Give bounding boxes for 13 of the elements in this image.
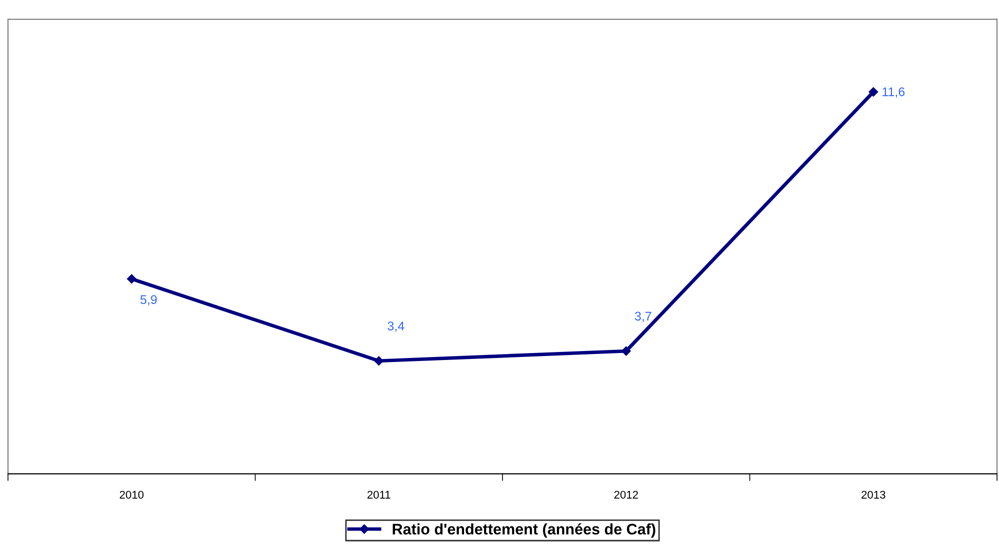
x-tick-label: 2012	[614, 490, 638, 499]
data-label: 3,4	[388, 322, 404, 332]
x-tick-label: 2011	[367, 490, 390, 499]
x-tick-label: 2010	[120, 490, 144, 499]
point	[868, 87, 878, 97]
data-label: 5,9	[140, 295, 157, 306]
data-label: 11,6	[882, 87, 905, 98]
point	[374, 356, 384, 366]
point	[126, 274, 136, 284]
legend-label: Ratio d'endettement (années de Caf)	[392, 523, 656, 538]
x-tick-label: 2013	[862, 490, 886, 499]
data-label: 3,7	[634, 312, 652, 322]
point	[622, 346, 631, 356]
